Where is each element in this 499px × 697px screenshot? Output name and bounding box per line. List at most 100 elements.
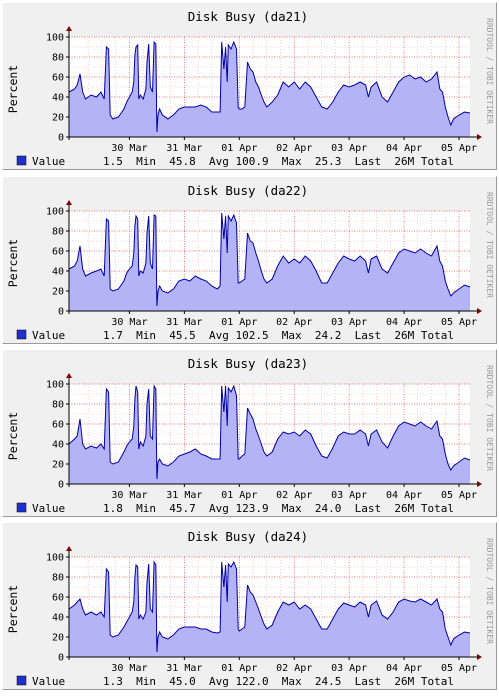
x-tick-label: 01 Apr [221, 663, 257, 674]
chart-panel-da23: Disk Busy (da23) Percent RRDTOOL / TOBI … [2, 349, 497, 517]
y-tick-label: 100 [46, 207, 64, 218]
series-line [68, 560, 471, 653]
x-axis-arrow [477, 134, 482, 140]
x-tick-label: 04 Apr [386, 663, 422, 674]
x-tick-label: 02 Apr [276, 663, 312, 674]
y-tick-label: 80 [52, 53, 64, 64]
chart-svg: Disk Busy (da24) Percent RRDTOOL / TOBI … [6, 529, 494, 688]
y-tick-label: 80 [52, 400, 64, 411]
y-tick-label: 100 [46, 33, 64, 44]
series-line [68, 384, 471, 480]
watermark: RRDTOOL / TOBI OETIKER [485, 538, 494, 644]
y-tick-label: 20 [52, 633, 64, 644]
x-tick-label: 01 Apr [221, 317, 257, 328]
plot-area [68, 210, 471, 311]
x-tick-label: 04 Apr [386, 143, 422, 154]
chart-title: Disk Busy (da22) [188, 183, 308, 198]
x-tick-label: 05 Apr [441, 663, 477, 674]
y-tick-label: 80 [52, 573, 64, 584]
y-tick-label: 40 [52, 440, 64, 451]
y-tick-label: 60 [52, 73, 64, 84]
y-tick-label: 0 [58, 133, 64, 144]
x-tick-label: 03 Apr [331, 663, 367, 674]
chart-panel-da22: Disk Busy (da22) Percent RRDTOOL / TOBI … [2, 176, 497, 344]
plot-area [68, 383, 471, 484]
y-tick-label: 80 [52, 227, 64, 238]
x-tick-label: 30 Mar [111, 490, 147, 501]
y-tick-label: 0 [58, 653, 64, 664]
x-tick-label: 31 Mar [166, 143, 202, 154]
legend-swatch [16, 502, 27, 513]
chart-title: Disk Busy (da24) [188, 529, 308, 544]
watermark: RRDTOOL / TOBI OETIKER [485, 192, 494, 298]
y-tick-label: 40 [52, 613, 64, 624]
chart-svg: Disk Busy (da22) Percent RRDTOOL / TOBI … [6, 183, 494, 342]
x-tick-label: 04 Apr [386, 317, 422, 328]
x-tick-label: 01 Apr [221, 490, 257, 501]
x-tick-label: 03 Apr [331, 143, 367, 154]
y-axis-arrow [66, 200, 72, 205]
x-axis-arrow [477, 654, 482, 660]
legend-label: Value [32, 502, 65, 515]
y-axis-label: Percent [6, 412, 20, 460]
x-tick-label: 02 Apr [276, 317, 312, 328]
series-line [68, 40, 471, 133]
y-tick-label: 60 [52, 247, 64, 258]
watermark: RRDTOOL / TOBI OETIKER [485, 18, 494, 124]
y-tick-label: 0 [58, 307, 64, 318]
x-tick-label: 02 Apr [276, 490, 312, 501]
x-tick-label: 05 Apr [441, 143, 477, 154]
y-tick-label: 60 [52, 593, 64, 604]
watermark: RRDTOOL / TOBI OETIKER [485, 365, 494, 471]
legend-label: Value [32, 329, 65, 342]
legend-swatch [16, 329, 27, 340]
y-axis-label: Percent [6, 585, 20, 633]
y-tick-label: 20 [52, 113, 64, 124]
series-area [69, 562, 470, 657]
legend-stats: 1.8 Min 45.7 Avg 123.9 Max 24.0 Last 26M… [103, 502, 454, 515]
x-tick-label: 30 Mar [111, 143, 147, 154]
x-tick-label: 31 Mar [166, 317, 202, 328]
y-axis-arrow [66, 546, 72, 551]
y-tick-label: 40 [52, 93, 64, 104]
x-tick-label: 05 Apr [441, 490, 477, 501]
y-tick-label: 60 [52, 420, 64, 431]
x-axis-arrow [477, 481, 482, 487]
x-tick-label: 03 Apr [331, 490, 367, 501]
x-axis-arrow [477, 308, 482, 314]
y-axis-arrow [66, 373, 72, 378]
y-tick-label: 20 [52, 287, 64, 298]
legend-stats: 1.5 Min 45.8 Avg 100.9 Max 25.3 Last 26M… [103, 155, 454, 168]
y-tick-label: 40 [52, 267, 64, 278]
chart-svg: Disk Busy (da23) Percent RRDTOOL / TOBI … [6, 356, 494, 515]
x-tick-label: 01 Apr [221, 143, 257, 154]
x-tick-label: 30 Mar [111, 663, 147, 674]
chart-panel-da24: Disk Busy (da24) Percent RRDTOOL / TOBI … [2, 522, 497, 690]
series-line [68, 212, 471, 307]
y-tick-label: 0 [58, 480, 64, 491]
x-tick-label: 31 Mar [166, 663, 202, 674]
plot-area [68, 36, 471, 137]
chart-panel-da21: Disk Busy (da21) Percent RRDTOOL / TOBI … [2, 2, 497, 170]
legend-stats: 1.3 Min 45.0 Avg 122.0 Max 24.5 Last 26M… [103, 675, 454, 688]
y-tick-label: 100 [46, 380, 64, 391]
y-axis-label: Percent [6, 65, 20, 113]
y-axis-arrow [66, 26, 72, 31]
series-area [69, 386, 470, 484]
legend-stats: 1.7 Min 45.5 Avg 102.5 Max 24.2 Last 26M… [103, 329, 454, 342]
chart-svg: Disk Busy (da21) Percent RRDTOOL / TOBI … [6, 9, 494, 168]
chart-title: Disk Busy (da21) [188, 9, 308, 24]
x-tick-label: 04 Apr [386, 490, 422, 501]
series-area [69, 213, 470, 311]
x-tick-label: 03 Apr [331, 317, 367, 328]
legend-label: Value [32, 155, 65, 168]
x-tick-label: 31 Mar [166, 490, 202, 501]
y-axis-label: Percent [6, 239, 20, 287]
y-tick-label: 20 [52, 460, 64, 471]
chart-title: Disk Busy (da23) [188, 356, 308, 371]
plot-area [68, 556, 471, 657]
legend-swatch [16, 155, 27, 166]
x-tick-label: 02 Apr [276, 143, 312, 154]
legend-swatch [16, 675, 27, 686]
y-tick-label: 100 [46, 553, 64, 564]
